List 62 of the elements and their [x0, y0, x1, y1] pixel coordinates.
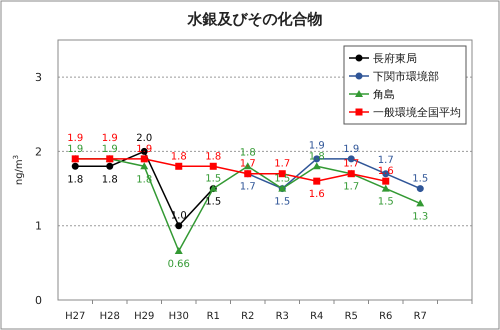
point [140, 155, 148, 162]
x-tick-label: R7 [414, 311, 427, 322]
legend-label: 下関市環境部 [373, 70, 439, 83]
data-label: 2.0 [136, 132, 152, 144]
data-label: 1.9 [343, 144, 360, 155]
legend-label: 角島 [373, 88, 395, 101]
x-tick-label: H30 [168, 311, 189, 322]
point [106, 162, 114, 170]
data-label: 1.5 [205, 174, 222, 185]
data-label: 1.7 [378, 155, 394, 166]
data-label: 1.3 [412, 211, 428, 222]
point [175, 222, 182, 230]
y-tick-label: 2 [35, 145, 42, 158]
x-tick-label: H27 [65, 311, 86, 322]
data-label: 1.8 [102, 174, 118, 186]
x-tick-label: H29 [134, 311, 154, 322]
data-label: 1.9 [102, 144, 118, 155]
y-tick-label: 0 [35, 294, 42, 307]
y-tick-label: 3 [35, 71, 42, 84]
data-label: 1.5 [274, 174, 290, 185]
data-label: 0.66 [168, 258, 190, 270]
point [382, 178, 390, 185]
point [72, 162, 79, 170]
data-label: 1.7 [240, 158, 256, 170]
data-label: 1.9 [67, 144, 84, 155]
data-label: 1.5 [274, 196, 290, 208]
y-tick-label: 1 [35, 220, 42, 233]
x-tick-label: R4 [310, 311, 324, 322]
x-tick-label: R3 [276, 311, 289, 322]
data-label: 1.6 [308, 189, 325, 200]
data-label: 1.5 [205, 196, 222, 208]
legend-label: 長府東局 [373, 52, 417, 65]
data-label: 1.7 [343, 182, 360, 193]
chart-title: 水銀及びその化合物 [186, 10, 322, 28]
data-label: 1.5 [378, 196, 394, 208]
data-label: 1.9 [308, 140, 325, 152]
x-tick-label: R2 [241, 311, 254, 322]
data-label: 1.9 [136, 144, 152, 155]
x-tick-label: R1 [206, 311, 220, 322]
data-label: 1.8 [170, 151, 187, 162]
data-label: 1.8 [205, 151, 222, 162]
point [175, 162, 182, 170]
data-label: 1.7 [274, 158, 290, 170]
data-label: 1.5 [412, 174, 428, 185]
point [313, 178, 320, 185]
point [382, 184, 390, 192]
point [416, 199, 424, 206]
data-label: 1.8 [67, 174, 84, 186]
x-tick-label: H28 [100, 311, 120, 322]
data-label: 1.7 [240, 182, 256, 193]
data-label: 1.9 [102, 132, 118, 144]
x-tick-label: R5 [344, 311, 358, 322]
point [312, 162, 321, 170]
data-label: 1.7 [343, 158, 360, 170]
data-label: 1.8 [240, 148, 256, 159]
legend-label: 一般環境全国平均 [373, 106, 461, 119]
point [416, 185, 424, 192]
point [140, 162, 148, 170]
x-tick-label: R6 [379, 311, 392, 322]
point [210, 162, 217, 170]
point [174, 246, 183, 254]
data-label: 1.9 [67, 132, 84, 144]
